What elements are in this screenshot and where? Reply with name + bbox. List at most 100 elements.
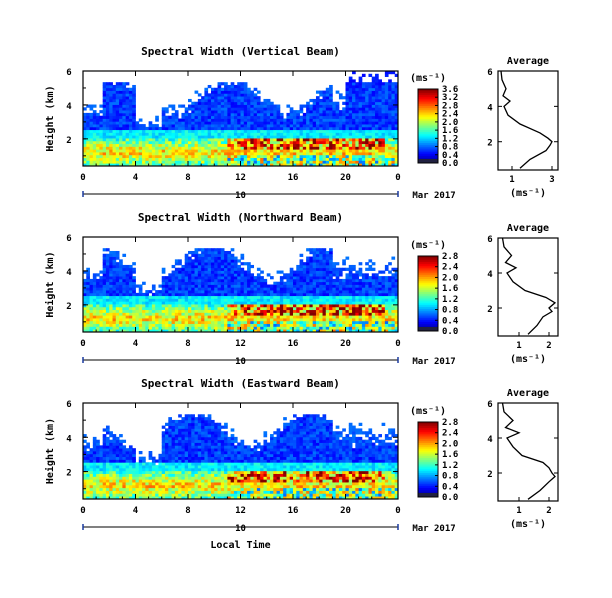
heatmap-cell bbox=[214, 290, 218, 294]
heatmap-cell bbox=[322, 326, 327, 330]
heatmap-cell bbox=[99, 140, 104, 145]
heatmap-cell bbox=[161, 126, 166, 131]
heatmap-cell bbox=[240, 135, 245, 139]
heatmap-cell bbox=[260, 126, 264, 131]
colorbar-swatch bbox=[418, 129, 438, 132]
heatmap-cell bbox=[263, 298, 268, 302]
heatmap-cell bbox=[151, 132, 156, 136]
heatmap-cell bbox=[260, 278, 264, 283]
heatmap-cell bbox=[286, 157, 291, 161]
heatmap-cell bbox=[319, 101, 323, 105]
heatmap-cell bbox=[89, 115, 94, 119]
heatmap-cell bbox=[224, 276, 228, 280]
heatmap-cell bbox=[83, 459, 87, 463]
heatmap-cell bbox=[352, 93, 356, 97]
heatmap-cell bbox=[381, 112, 386, 117]
heatmap-cell bbox=[247, 104, 251, 108]
heatmap-cell bbox=[335, 157, 340, 161]
heatmap-cell bbox=[145, 301, 150, 305]
heatmap-cell bbox=[253, 298, 258, 302]
heatmap-cell bbox=[201, 315, 205, 319]
heatmap-cell bbox=[207, 281, 212, 285]
heatmap-cell bbox=[119, 87, 123, 91]
heatmap-cell bbox=[315, 248, 320, 252]
heatmap-cell bbox=[184, 309, 189, 313]
heatmap-cell bbox=[132, 129, 136, 133]
heatmap-cell bbox=[122, 104, 127, 108]
heatmap-cell bbox=[388, 152, 392, 156]
heatmap-cell bbox=[92, 287, 97, 291]
heatmap-cell bbox=[204, 304, 209, 308]
heatmap-cell bbox=[391, 278, 396, 283]
heatmap-cell bbox=[358, 320, 363, 325]
colorbar-swatch bbox=[418, 157, 438, 160]
heatmap-cell bbox=[217, 320, 222, 325]
heatmap-cell bbox=[371, 287, 376, 291]
heatmap-cell bbox=[263, 292, 268, 297]
heatmap-cell bbox=[119, 124, 123, 128]
heatmap-cell bbox=[253, 129, 258, 133]
heatmap-cell bbox=[89, 292, 94, 297]
heatmap-cell bbox=[263, 98, 268, 103]
heatmap-cell bbox=[165, 149, 169, 153]
heatmap-cell bbox=[315, 126, 320, 131]
heatmap-cell bbox=[335, 132, 340, 136]
heatmap-cell bbox=[237, 278, 241, 283]
heatmap-cell bbox=[191, 318, 195, 322]
heatmap-cell bbox=[89, 306, 94, 311]
heatmap-cell bbox=[276, 281, 281, 285]
heatmap-cell bbox=[227, 129, 232, 133]
heatmap-cell bbox=[112, 312, 117, 316]
heatmap-cell bbox=[214, 163, 218, 167]
heatmap-cell bbox=[125, 126, 130, 131]
heatmap-cell bbox=[109, 284, 113, 288]
heatmap-cell bbox=[237, 115, 241, 119]
colorbar-swatch bbox=[418, 107, 438, 110]
heatmap-cell bbox=[332, 270, 337, 274]
heatmap-cell bbox=[105, 160, 110, 164]
heatmap-cell bbox=[240, 143, 245, 147]
heatmap-cell bbox=[315, 149, 320, 153]
heatmap-cell bbox=[165, 138, 169, 142]
heatmap-cell bbox=[102, 104, 107, 108]
heatmap-cell bbox=[273, 110, 277, 114]
heatmap-cell bbox=[315, 96, 320, 100]
heatmap-cell bbox=[306, 152, 310, 156]
heatmap-cell bbox=[312, 315, 317, 319]
heatmap-cell bbox=[335, 278, 340, 283]
heatmap-cell bbox=[92, 104, 97, 108]
heatmap-cell bbox=[224, 138, 228, 142]
heatmap-cell bbox=[378, 312, 382, 316]
heatmap-cell bbox=[96, 326, 100, 330]
heatmap-cell bbox=[384, 90, 389, 94]
heatmap-cell bbox=[204, 98, 209, 103]
heatmap-cell bbox=[312, 284, 317, 288]
heatmap-cell bbox=[378, 284, 382, 288]
heatmap-cell bbox=[266, 129, 271, 133]
heatmap-cell bbox=[122, 157, 127, 161]
heatmap-cell bbox=[365, 82, 369, 86]
heatmap-cell bbox=[237, 110, 241, 114]
heatmap-cell bbox=[361, 292, 366, 297]
heatmap-cell bbox=[165, 110, 169, 114]
heatmap-cell bbox=[155, 149, 159, 153]
heatmap-cell bbox=[171, 126, 176, 131]
heatmap-cell bbox=[89, 112, 94, 117]
heatmap-cell bbox=[256, 298, 261, 302]
heatmap-cell bbox=[197, 259, 202, 263]
heatmap-cell bbox=[197, 160, 202, 164]
heatmap-cell bbox=[342, 124, 346, 128]
heatmap-cell bbox=[352, 132, 356, 136]
heatmap-cell bbox=[394, 118, 399, 122]
heatmap-cell bbox=[161, 284, 166, 288]
average-y-tick-label: 6 bbox=[487, 235, 492, 245]
heatmap-cell bbox=[358, 96, 363, 100]
heatmap-cell bbox=[315, 270, 320, 274]
heatmap-cell bbox=[161, 157, 166, 161]
heatmap-cell bbox=[119, 82, 123, 86]
heatmap-cell bbox=[352, 160, 356, 164]
heatmap-cell bbox=[332, 146, 337, 150]
heatmap-cell bbox=[256, 140, 261, 145]
heatmap-cell bbox=[256, 292, 261, 297]
heatmap-cell bbox=[207, 129, 212, 133]
